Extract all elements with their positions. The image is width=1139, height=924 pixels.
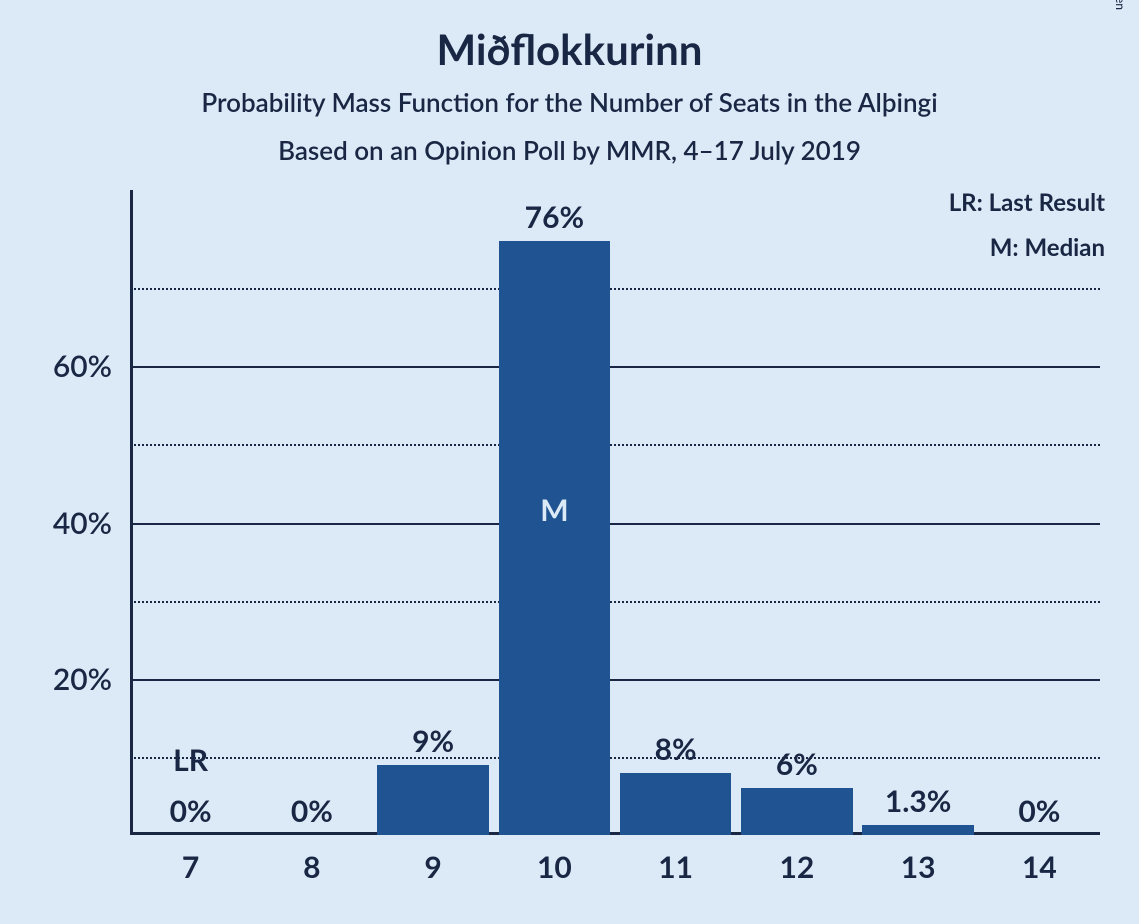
bar (499, 241, 611, 835)
y-axis (130, 190, 133, 835)
gridline-minor (130, 601, 1100, 603)
chart-subtitle-2: Based on an Opinion Poll by MMR, 4–17 Ju… (0, 134, 1139, 166)
gridline-minor (130, 444, 1100, 446)
copyright-text: © 2020 Filip van Laenen (1113, 0, 1128, 10)
gridline-major (130, 523, 1100, 525)
bar-value-label: 76% (525, 199, 584, 235)
gridline-major (130, 366, 1100, 368)
bar-value-label: 0% (1018, 793, 1060, 829)
bar (620, 773, 732, 836)
bar (377, 765, 489, 835)
legend-item-median: M: Median (949, 233, 1105, 262)
bar-value-label: 6% (776, 746, 818, 782)
x-tick-label: 8 (303, 849, 320, 885)
bar (862, 825, 974, 835)
y-tick-label: 40% (0, 505, 112, 541)
x-tick-label: 14 (1022, 849, 1057, 885)
bar-value-label: 9% (412, 723, 454, 759)
y-tick-label: 20% (0, 661, 112, 697)
chart-title: Miðflokkurinn (0, 24, 1139, 74)
bar (741, 788, 853, 835)
gridline-minor (130, 288, 1100, 290)
bar-value-label: 8% (655, 731, 697, 767)
bar-value-label: 0% (291, 793, 333, 829)
x-tick-label: 9 (424, 849, 441, 885)
chart-subtitle-1: Probability Mass Function for the Number… (0, 86, 1139, 118)
x-tick-label: 13 (901, 849, 936, 885)
legend: LR: Last Result M: Median (949, 188, 1105, 262)
chart-container: Miðflokkurinn Probability Mass Function … (0, 0, 1139, 924)
gridline-minor (130, 757, 1100, 759)
bar-value-label: 0% (170, 793, 212, 829)
gridline-major (130, 679, 1100, 681)
plot-area: 0%0%9%76%8%6%1.3%0%LRM (130, 210, 1100, 835)
legend-item-lr: LR: Last Result (949, 188, 1105, 217)
bar-value-label: 1.3% (885, 783, 952, 819)
y-tick-label: 60% (0, 348, 112, 384)
x-tick-label: 7 (182, 849, 199, 885)
x-tick-label: 11 (658, 849, 693, 885)
annotation-median: M (540, 492, 568, 528)
x-tick-label: 10 (537, 849, 572, 885)
annotation-lr: LR (173, 742, 208, 778)
x-tick-label: 12 (779, 849, 814, 885)
